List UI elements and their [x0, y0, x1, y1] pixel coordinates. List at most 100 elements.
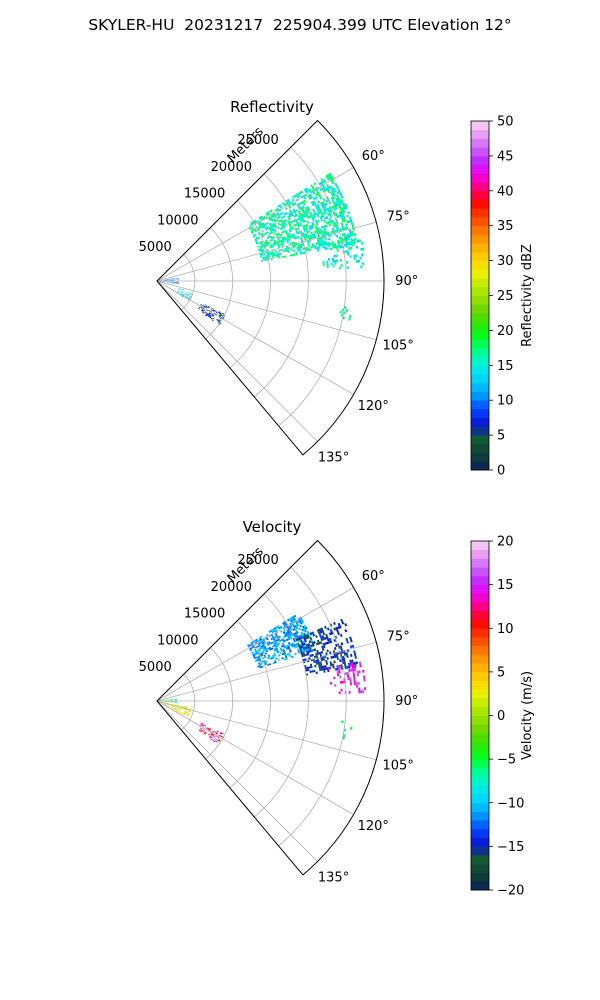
- range-ring: [278, 146, 347, 427]
- radar-gate: [202, 724, 205, 726]
- radar-gate: [299, 643, 302, 647]
- radar-gate: [290, 624, 293, 628]
- radar-gate: [334, 221, 337, 225]
- radar-gate: [328, 172, 332, 177]
- radar-gate: [337, 202, 341, 207]
- radar-gate: [317, 641, 321, 645]
- radar-gate: [260, 244, 264, 247]
- radar-gate: [347, 674, 350, 678]
- radar-gate: [260, 250, 263, 253]
- radar-gate: [349, 636, 352, 640]
- colorbar-segment: [471, 382, 489, 392]
- radar-gate: [262, 656, 265, 660]
- radar-gate: [326, 657, 329, 660]
- radar-gate: [322, 185, 326, 190]
- radar-gate: [205, 305, 208, 308]
- radar-gate: [262, 223, 266, 227]
- radar-gate: [165, 705, 168, 707]
- radar-gate: [273, 243, 276, 246]
- radar-gate: [339, 659, 342, 663]
- radar-gate: [201, 308, 204, 311]
- radar-gate: [169, 705, 172, 707]
- radar-gate: [173, 707, 175, 709]
- radar-gate: [285, 645, 288, 648]
- radar-gate: [329, 629, 333, 633]
- radar-gate: [350, 238, 353, 242]
- radar-gate: [279, 239, 283, 242]
- radar-gate: [180, 292, 183, 294]
- radar-gate: [338, 199, 342, 203]
- radar-gate: [345, 637, 349, 641]
- radar-gate: [165, 705, 168, 707]
- radar-gate: [309, 670, 312, 673]
- radar-gate: [271, 219, 274, 222]
- radar-gate: [179, 291, 182, 293]
- radar-gate: [167, 706, 170, 708]
- radar-gate: [206, 728, 209, 730]
- radar-gate: [266, 222, 269, 225]
- radar-gate: [253, 639, 256, 642]
- radar-gate: [269, 216, 273, 219]
- radar-gate: [317, 241, 320, 245]
- radar-gate: [253, 219, 256, 222]
- radar-gate: [323, 179, 327, 183]
- radar-gate: [268, 646, 271, 650]
- radar-gate: [265, 240, 269, 243]
- radar-gate: [282, 240, 285, 243]
- radar-gate: [182, 293, 185, 295]
- radar-gate: [333, 189, 337, 193]
- radar-gate: [324, 642, 327, 646]
- radar-gate: [273, 648, 277, 651]
- radar-gate: [281, 238, 285, 242]
- radar-gate: [291, 203, 295, 207]
- radar-gate: [308, 237, 311, 240]
- radar-gate: [321, 635, 325, 639]
- colorbar-segment: [471, 260, 489, 270]
- radar-gate: [288, 223, 292, 227]
- radar-gate: [276, 649, 279, 652]
- radar-gate: [175, 707, 178, 709]
- radar-gate: [278, 204, 282, 207]
- radar-gate: [307, 668, 310, 672]
- radar-gate: [181, 290, 184, 292]
- radar-gate: [286, 198, 290, 202]
- radar-gate: [315, 659, 318, 663]
- radar-gate: [293, 646, 297, 649]
- radar-gate: [272, 654, 275, 658]
- radar-gate: [313, 641, 316, 644]
- colorbar-segment: [471, 391, 489, 401]
- radar-gate: [353, 254, 356, 258]
- radar-gate: [179, 708, 182, 710]
- azimuth-spoke: [156, 280, 377, 341]
- colorbar-segment: [471, 541, 489, 551]
- radar-gate: [200, 303, 203, 306]
- radar-gate: [308, 188, 312, 192]
- radar-gate: [254, 659, 258, 662]
- radar-gate: [308, 196, 312, 200]
- radar-gate: [288, 634, 292, 638]
- radar-gate: [167, 705, 170, 707]
- radar-gate: [321, 629, 325, 633]
- colorbar-segment: [471, 689, 489, 699]
- radar-gate: [249, 644, 252, 647]
- radar-gate: [273, 218, 276, 221]
- radar-gate: [326, 177, 330, 181]
- colorbar-tick-label: 15: [497, 578, 514, 593]
- radar-gate: [308, 650, 311, 653]
- radar-gate: [184, 294, 187, 296]
- radar-gate: [301, 628, 304, 632]
- radar-gate: [270, 637, 274, 641]
- radar-gate: [326, 231, 330, 235]
- radar-gate: [333, 224, 336, 228]
- radar-gate: [261, 245, 264, 248]
- radar-gate: [278, 240, 281, 243]
- azimuth-spoke: [156, 167, 354, 282]
- radar-gate: [285, 207, 288, 211]
- radar-gate: [320, 178, 324, 182]
- radar-gate: [304, 219, 307, 223]
- radar-gate: [320, 202, 323, 206]
- radar-gate: [266, 213, 269, 217]
- radar-gate: [304, 226, 308, 230]
- radar-gate: [261, 646, 265, 649]
- radar-gate: [320, 627, 324, 631]
